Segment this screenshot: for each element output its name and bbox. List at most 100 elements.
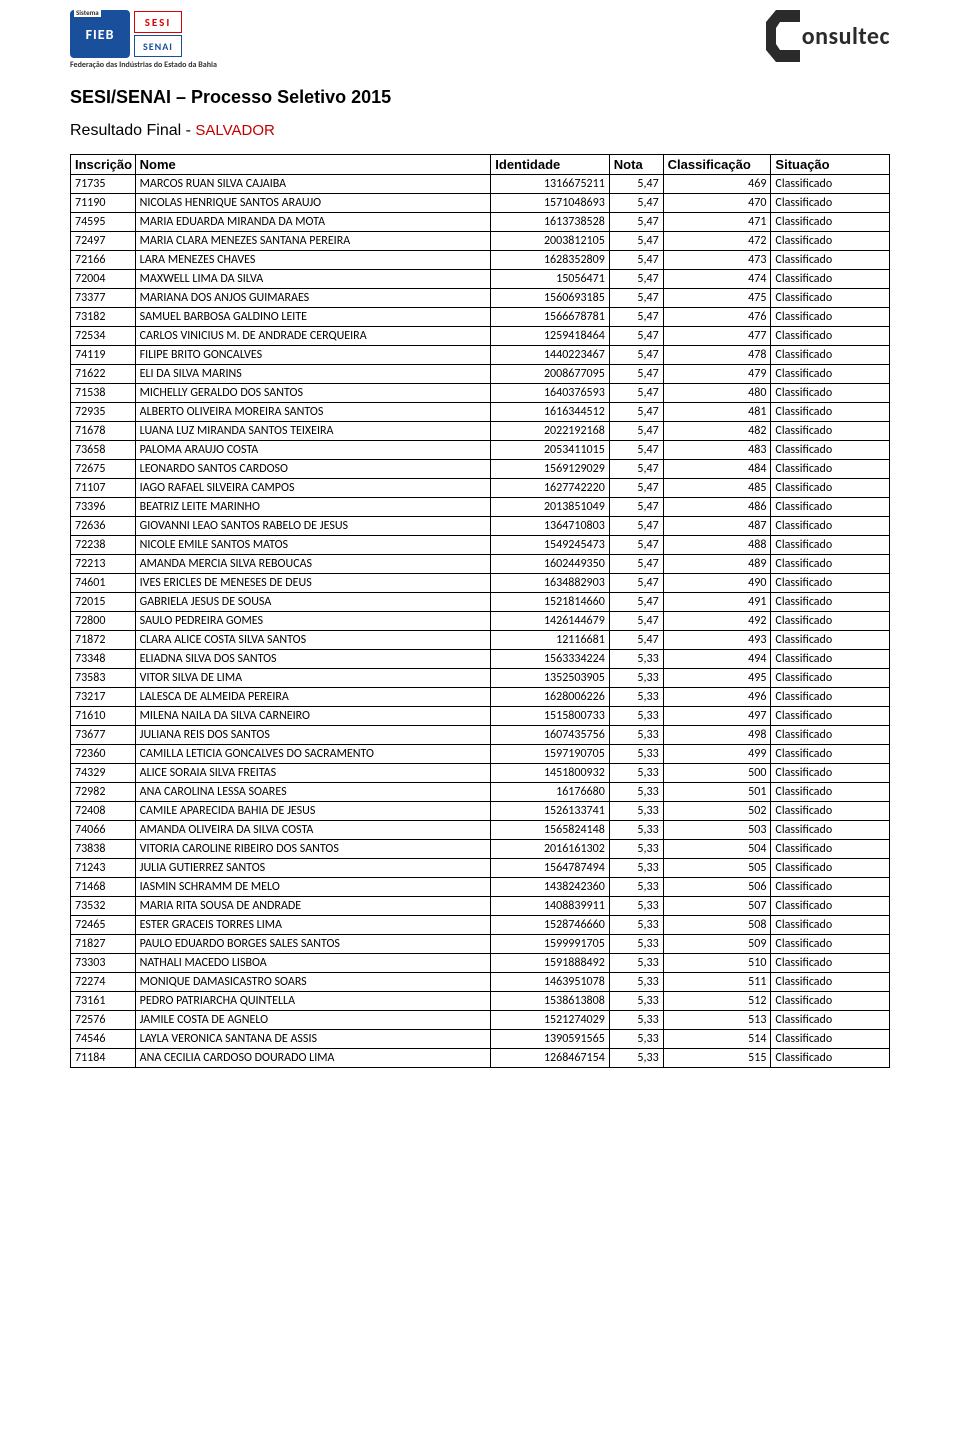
table-row: 72636GIOVANNI LEAO SANTOS RABELO DE JESU…: [71, 517, 890, 536]
senai-logo: SENAI: [134, 35, 182, 57]
table-cell: 73217: [71, 688, 136, 707]
table-cell: 509: [663, 935, 771, 954]
table-cell: Classificado: [771, 954, 890, 973]
table-cell: 506: [663, 878, 771, 897]
table-cell: 1597190705: [491, 745, 610, 764]
table-cell: Classificado: [771, 555, 890, 574]
table-cell: 5,47: [609, 308, 663, 327]
table-row: 71678LUANA LUZ MIRANDA SANTOS TEIXEIRA20…: [71, 422, 890, 441]
table-cell: Classificado: [771, 346, 890, 365]
col-nome: Nome: [135, 155, 491, 175]
table-cell: 73677: [71, 726, 136, 745]
table-cell: GIOVANNI LEAO SANTOS RABELO DE JESUS: [135, 517, 491, 536]
table-cell: 5,33: [609, 935, 663, 954]
table-row: 73658PALOMA ARAUJO COSTA20534110155,4748…: [71, 441, 890, 460]
table-cell: 1526133741: [491, 802, 610, 821]
table-cell: 5,33: [609, 669, 663, 688]
table-row: 71190NICOLAS HENRIQUE SANTOS ARAUJO15710…: [71, 194, 890, 213]
table-cell: Classificado: [771, 251, 890, 270]
table-cell: ALICE SORAIA SILVA FREITAS: [135, 764, 491, 783]
table-cell: Classificado: [771, 840, 890, 859]
logo-row: Sistema FIEB SESI SENAI: [70, 10, 182, 58]
table-cell: 1569129029: [491, 460, 610, 479]
table-cell: 500: [663, 764, 771, 783]
table-cell: Classificado: [771, 460, 890, 479]
sesi-logo: SESI: [134, 11, 182, 33]
table-cell: 479: [663, 365, 771, 384]
table-row: 72497MARIA CLARA MENEZES SANTANA PEREIRA…: [71, 232, 890, 251]
table-cell: 74546: [71, 1030, 136, 1049]
table-cell: 71827: [71, 935, 136, 954]
table-row: 72213AMANDA MERCIA SILVA REBOUCAS1602449…: [71, 555, 890, 574]
table-cell: 5,47: [609, 270, 663, 289]
table-cell: SAMUEL BARBOSA GALDINO LEITE: [135, 308, 491, 327]
table-cell: Classificado: [771, 213, 890, 232]
table-cell: 5,47: [609, 555, 663, 574]
table-cell: 5,33: [609, 1049, 663, 1068]
table-row: 73532MARIA RITA SOUSA DE ANDRADE14088399…: [71, 897, 890, 916]
col-classificacao: Classificação: [663, 155, 771, 175]
table-row: 72360CAMILLA LETICIA GONCALVES DO SACRAM…: [71, 745, 890, 764]
table-cell: 71622: [71, 365, 136, 384]
table-cell: 5,47: [609, 213, 663, 232]
table-cell: Classificado: [771, 992, 890, 1011]
table-cell: 504: [663, 840, 771, 859]
table-cell: 72274: [71, 973, 136, 992]
table-cell: 71538: [71, 384, 136, 403]
table-cell: 1640376593: [491, 384, 610, 403]
table-cell: 72465: [71, 916, 136, 935]
table-row: 71538MICHELLY GERALDO DOS SANTOS16403765…: [71, 384, 890, 403]
table-cell: JULIANA REIS DOS SANTOS: [135, 726, 491, 745]
table-cell: LALESCA DE ALMEIDA PEREIRA: [135, 688, 491, 707]
table-cell: 1616344512: [491, 403, 610, 422]
table-cell: 497: [663, 707, 771, 726]
table-cell: Classificado: [771, 783, 890, 802]
title-block: SESI/SENAI – Processo Seletivo 2015 Resu…: [0, 75, 960, 146]
table-cell: 5,33: [609, 878, 663, 897]
table-cell: Classificado: [771, 973, 890, 992]
table-cell: 74601: [71, 574, 136, 593]
fieb-subtitle: Federação das Indústrias do Estado da Ba…: [70, 60, 217, 70]
table-cell: 5,33: [609, 783, 663, 802]
table-cell: MARIA EDUARDA MIRANDA DA MOTA: [135, 213, 491, 232]
table-cell: 74066: [71, 821, 136, 840]
table-cell: NATHALI MACEDO LISBOA: [135, 954, 491, 973]
table-cell: 74329: [71, 764, 136, 783]
table-cell: PALOMA ARAUJO COSTA: [135, 441, 491, 460]
table-cell: 5,33: [609, 992, 663, 1011]
table-cell: 5,47: [609, 365, 663, 384]
table-cell: 5,47: [609, 251, 663, 270]
table-cell: 1602449350: [491, 555, 610, 574]
table-cell: 480: [663, 384, 771, 403]
table-cell: Classificado: [771, 175, 890, 194]
table-cell: 72576: [71, 1011, 136, 1030]
table-row: 72675LEONARDO SANTOS CARDOSO15691290295,…: [71, 460, 890, 479]
table-cell: Classificado: [771, 308, 890, 327]
table-cell: Classificado: [771, 194, 890, 213]
table-row: 72576JAMILE COSTA DE AGNELO15212740295,3…: [71, 1011, 890, 1030]
table-cell: Classificado: [771, 821, 890, 840]
table-row: 73348ELIADNA SILVA DOS SANTOS15633342245…: [71, 650, 890, 669]
table-cell: 487: [663, 517, 771, 536]
table-cell: 5,47: [609, 612, 663, 631]
table-cell: JULIA GUTIERREZ SANTOS: [135, 859, 491, 878]
table-cell: 5,33: [609, 973, 663, 992]
table-cell: 515: [663, 1049, 771, 1068]
consultec-logo: onsultec: [766, 10, 890, 62]
table-cell: 5,47: [609, 631, 663, 650]
table-cell: 5,47: [609, 422, 663, 441]
table-cell: ELI DA SILVA MARINS: [135, 365, 491, 384]
table-cell: 73838: [71, 840, 136, 859]
table-cell: FILIPE BRITO GONCALVES: [135, 346, 491, 365]
table-row: 74546LAYLA VERONICA SANTANA DE ASSIS1390…: [71, 1030, 890, 1049]
table-cell: 512: [663, 992, 771, 1011]
table-cell: 72800: [71, 612, 136, 631]
table-row: 72465ESTER GRACEIS TORRES LIMA1528746660…: [71, 916, 890, 935]
table-cell: JAMILE COSTA DE AGNELO: [135, 1011, 491, 1030]
table-wrap: Inscrição Nome Identidade Nota Classific…: [0, 146, 960, 1088]
table-cell: 498: [663, 726, 771, 745]
table-cell: 1564787494: [491, 859, 610, 878]
table-cell: 1613738528: [491, 213, 610, 232]
table-cell: 73583: [71, 669, 136, 688]
table-cell: Classificado: [771, 232, 890, 251]
